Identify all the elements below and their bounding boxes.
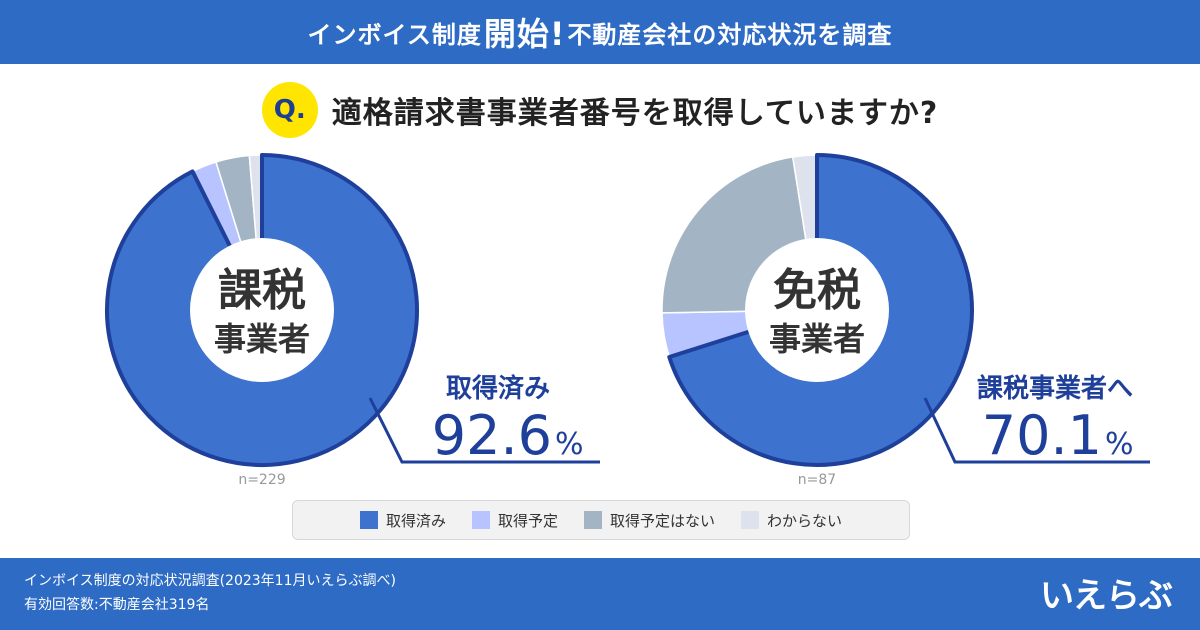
legend-label-obtained: 取得済み: [385, 511, 446, 530]
chart-right-callout-value: 70.1: [982, 404, 1102, 467]
question-text: 適格請求書事業者番号を取得していますか?: [331, 96, 939, 131]
header-title-emphasis: 開始!: [483, 15, 566, 53]
chart-right-n-label: n=87: [798, 472, 836, 488]
legend-swatch-not-planned: [584, 511, 602, 529]
legend-item-obtained: 取得済み: [359, 510, 446, 531]
footer-respondent-count: 有効回答数:不動産会社319名: [24, 597, 210, 613]
chart-right-center-hole: [745, 238, 889, 382]
chart-left-callout-value: 92.6: [432, 404, 552, 467]
chart-left-center-line1: 課税: [218, 265, 306, 316]
chart-right-center-line2: 事業者: [769, 320, 865, 358]
chart-legend: 取得済み 取得予定 取得予定はない わからない: [292, 500, 910, 540]
legend-item-unknown: わからない: [741, 510, 842, 531]
chart-left-center-line2: 事業者: [214, 320, 310, 358]
legend-label-not-planned: 取得予定はない: [610, 511, 716, 530]
legend-item-not-planned: 取得予定はない: [584, 510, 715, 531]
chart-right-callout-unit: %: [1105, 427, 1134, 462]
chart-left: 課税 事業者 取得済み 92.6 % n=229: [105, 153, 600, 488]
header-title-part2: 不動産会社の対応状況を調査: [567, 20, 893, 49]
legend-swatch-unknown: [741, 511, 760, 529]
chart-right-center-line1: 免税: [773, 265, 861, 316]
footer-banner: インボイス制度の対応状況調査(2023年11月いえらぶ調べ) 有効回答数:不動産…: [0, 558, 1200, 630]
legend-label-unknown: わからない: [767, 511, 843, 530]
legend-swatch-obtained: [359, 511, 378, 529]
legend-item-planned: 取得予定: [471, 510, 558, 531]
question-row: Q. 適格請求書事業者番号を取得していますか?: [0, 78, 1200, 142]
chart-left-callout-unit: %: [555, 427, 584, 462]
chart-left-callout-line: [368, 397, 600, 464]
footer-survey-source: インボイス制度の対応状況調査(2023年11月いえらぶ調べ): [24, 573, 396, 589]
brand-logo: いえらぶ: [1040, 576, 1173, 616]
question-badge: Q.: [261, 82, 318, 138]
chart-right-callout-line: [923, 397, 1150, 464]
legend-label-planned: 取得予定: [497, 511, 558, 530]
chart-right: 免税 事業者 課税事業者へ 70.1 % n=87: [661, 153, 1150, 488]
chart-left-center-hole: [190, 238, 334, 382]
header-banner: インボイス制度 開始! 不動産会社の対応状況を調査: [0, 0, 1200, 64]
chart-right-callout-label: 課税事業者へ: [977, 373, 1133, 404]
legend-swatch-planned: [471, 511, 490, 529]
chart-left-n-label: n=229: [238, 472, 285, 488]
header-title-part1: インボイス制度: [307, 20, 482, 49]
chart-left-callout-label: 取得済み: [446, 373, 550, 404]
